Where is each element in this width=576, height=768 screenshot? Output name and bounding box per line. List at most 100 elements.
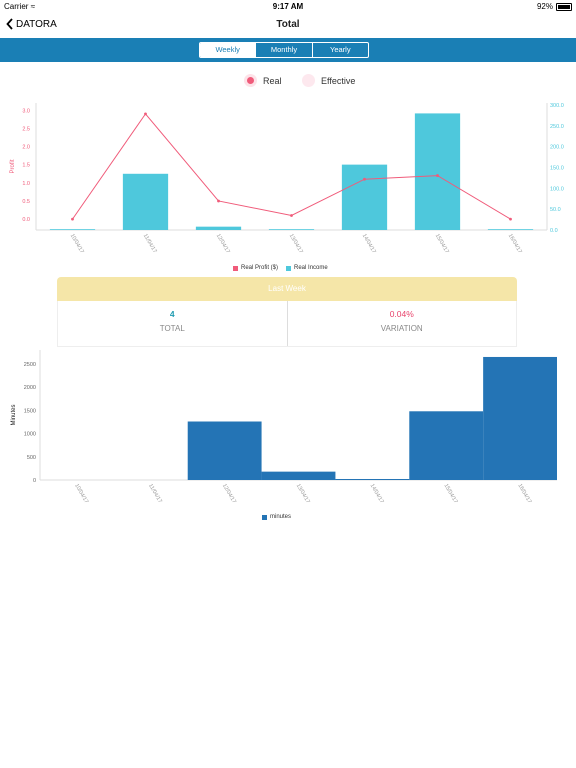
legend-label-income: Real Income — [294, 265, 328, 271]
x-tick-label: 16/04/17 — [507, 233, 523, 255]
minutes-bar — [335, 479, 410, 480]
x-tick-label: 10/04/17 — [73, 483, 89, 505]
income-bar — [195, 226, 242, 230]
x-tick-label: 10/04/17 — [69, 233, 85, 255]
y-tick-label: 0.0 — [22, 217, 30, 223]
profit-point — [71, 217, 74, 221]
y2-tick-label: 100.0 — [550, 186, 564, 192]
nav-bar: DATORA Total — [0, 14, 576, 38]
back-label: DATORA — [16, 18, 57, 30]
y-tick-label: 1.5 — [22, 163, 30, 169]
x-tick-label: 11/04/17 — [147, 483, 163, 504]
x-tick-label: 15/04/17 — [434, 233, 450, 255]
y-axis-title: Profit — [10, 159, 16, 173]
minutes-bar — [409, 411, 484, 480]
profit-point — [509, 217, 512, 221]
profit-point — [363, 177, 366, 181]
y-tick-label: 1.0 — [22, 181, 30, 187]
legend-label-minutes: minutes — [270, 514, 292, 520]
variation-label: VARIATION — [380, 324, 423, 333]
chevron-left-icon — [6, 18, 13, 30]
wifi-icon: ≈ — [30, 2, 36, 11]
last-week-header: Last Week — [57, 277, 517, 301]
legend-label-profit: Real Profit ($) — [241, 265, 279, 271]
carrier-label: Carrier ≈ — [4, 2, 35, 11]
x-tick-label: 12/04/17 — [215, 233, 231, 255]
x-tick-label: 14/04/17 — [369, 483, 385, 505]
profit-point — [217, 199, 220, 203]
legend-item-income: Real Income — [286, 265, 328, 271]
status-time: 9:17 AM — [272, 2, 304, 11]
y-tick-label: 500 — [27, 455, 36, 461]
y2-tick-label: 0.0 — [550, 228, 558, 234]
radio-unselected-icon — [302, 74, 315, 87]
last-week-body: 4 TOTAL 0.04% VARIATION — [57, 301, 517, 347]
income-bar — [122, 173, 169, 230]
period-segmented-control: Weekly Monthly Yearly — [199, 42, 369, 58]
y-tick-label: 0.5 — [22, 199, 30, 205]
back-button[interactable]: DATORA — [6, 18, 57, 30]
y2-tick-label: 250.0 — [550, 124, 564, 130]
y2-tick-label: 200.0 — [550, 145, 564, 151]
battery-status: 92% — [537, 2, 572, 11]
y2-tick-label: 300.0 — [550, 103, 564, 109]
radio-selected-icon — [244, 74, 257, 87]
last-week-card: Last Week 4 TOTAL 0.04% VARIATION — [57, 277, 517, 347]
chart1-legend: Real Profit ($) Real Income — [233, 265, 328, 271]
profit-point — [436, 174, 439, 177]
y2-tick-label: 50.0 — [550, 207, 561, 213]
profit-income-chart: 0.0 0.5 1.0 1.5 2.0 2.5 3.0 0.0 50.0 100.0 150.0 20… — [10, 103, 564, 255]
x-tick-label: 14/04/17 — [361, 233, 377, 255]
x-tick-label: 11/04/17 — [142, 233, 158, 254]
tab-yearly[interactable]: Yearly — [330, 45, 351, 54]
y-tick-label: 1500 — [24, 408, 36, 414]
x-tick-label: 13/04/17 — [288, 233, 304, 255]
x-tick-label: 16/04/17 — [516, 483, 532, 505]
real-toggle[interactable]: Real — [244, 74, 282, 87]
tab-monthly[interactable]: Monthly — [256, 43, 313, 57]
y2-tick-label: 150.0 — [550, 166, 564, 172]
battery-percent: 92% — [536, 2, 553, 11]
tab-weekly[interactable]: Weekly — [200, 43, 257, 57]
battery-icon — [556, 2, 572, 11]
variation-cell: 0.04% VARIATION — [288, 301, 517, 346]
period-bar: Weekly Monthly Yearly — [0, 38, 576, 62]
income-bar — [268, 229, 315, 230]
minutes-bar — [187, 421, 262, 480]
y-axis-title: Minutes — [11, 404, 17, 425]
y-tick-label: 0 — [33, 478, 36, 484]
y-tick-label: 2.5 — [22, 126, 30, 132]
profit-point — [290, 214, 293, 217]
legend-item-profit: Real Profit ($) — [233, 265, 278, 271]
chart2-legend: minutes — [262, 514, 291, 520]
minutes-bar — [261, 471, 336, 480]
status-bar: Carrier ≈ 9:17 AM 92% — [0, 0, 576, 14]
y-tick-label: 1000 — [24, 432, 36, 438]
minutes-bar — [483, 356, 557, 480]
income-bar — [414, 113, 461, 230]
total-label: TOTAL — [159, 324, 185, 333]
y-tick-label: 2000 — [24, 385, 36, 391]
x-tick-label: 15/04/17 — [442, 483, 458, 505]
minutes-chart: 0 500 1000 1500 2000 2500 Minutes 10/04/17 11/04… — [11, 350, 557, 505]
effective-toggle-label: Effective — [321, 75, 356, 86]
income-bar — [49, 229, 96, 230]
effective-toggle[interactable]: Effective — [302, 74, 355, 87]
income-bar — [341, 164, 388, 230]
mode-toggle-row: Real Effective — [0, 72, 576, 92]
legend-swatch-income — [286, 265, 292, 271]
y-tick-label: 2500 — [24, 362, 36, 368]
income-bar — [487, 229, 534, 230]
x-tick-label: 13/04/17 — [295, 483, 311, 505]
x-tick-label: 12/04/17 — [221, 483, 237, 505]
y-tick-label: 3.0 — [22, 108, 30, 114]
y-tick-label: 2.0 — [22, 145, 30, 151]
profit-point — [144, 112, 147, 116]
legend-item-minutes: minutes — [262, 514, 291, 520]
real-toggle-label: Real — [263, 75, 282, 86]
total-cell: 4 TOTAL — [58, 301, 288, 346]
legend-swatch-profit — [233, 265, 238, 271]
carrier-text: Carrier — [4, 2, 29, 11]
page-title: Total — [276, 19, 300, 30]
variation-value: 0.04% — [389, 309, 414, 319]
